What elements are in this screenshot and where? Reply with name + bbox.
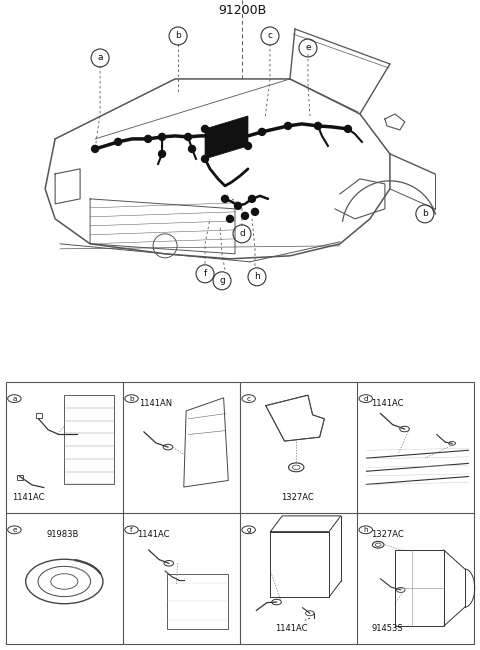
Circle shape — [158, 150, 166, 157]
Text: h: h — [254, 272, 260, 281]
Circle shape — [252, 209, 259, 215]
Circle shape — [144, 135, 152, 142]
Text: b: b — [175, 31, 181, 40]
Text: 1327AC: 1327AC — [371, 530, 404, 539]
Text: c: c — [267, 31, 273, 40]
Text: 1141AC: 1141AC — [12, 493, 44, 502]
Text: 91983B: 91983B — [47, 530, 79, 539]
Text: g: g — [246, 527, 251, 533]
Circle shape — [202, 125, 208, 133]
Bar — [17, 475, 23, 480]
Text: 1327AC: 1327AC — [281, 493, 314, 502]
Text: h: h — [363, 527, 368, 533]
Text: 1141AC: 1141AC — [137, 530, 169, 539]
Circle shape — [285, 122, 291, 129]
Circle shape — [115, 138, 121, 146]
Circle shape — [212, 133, 218, 139]
Circle shape — [158, 133, 166, 140]
Circle shape — [227, 215, 233, 222]
Circle shape — [244, 142, 252, 150]
Bar — [64, 395, 113, 484]
Text: a: a — [12, 396, 17, 402]
Text: 91453S: 91453S — [371, 625, 403, 633]
Circle shape — [235, 202, 241, 209]
Text: e: e — [305, 44, 311, 53]
Text: f: f — [130, 527, 133, 533]
Text: 1141AC: 1141AC — [371, 398, 404, 408]
Text: 1141AN: 1141AN — [139, 398, 172, 408]
Circle shape — [221, 196, 228, 202]
Polygon shape — [205, 116, 248, 159]
Circle shape — [189, 146, 195, 152]
Circle shape — [92, 146, 98, 152]
Text: 1141AC: 1141AC — [275, 625, 308, 633]
Circle shape — [202, 155, 208, 162]
Circle shape — [345, 125, 351, 133]
Circle shape — [225, 133, 231, 140]
Circle shape — [241, 213, 249, 219]
Bar — [36, 413, 42, 418]
Text: d: d — [363, 396, 368, 402]
Circle shape — [184, 133, 192, 140]
Text: a: a — [97, 53, 103, 62]
Text: f: f — [204, 269, 207, 278]
Text: b: b — [129, 396, 134, 402]
Text: b: b — [422, 209, 428, 218]
Circle shape — [259, 129, 265, 135]
Circle shape — [249, 196, 255, 202]
Text: c: c — [247, 396, 251, 402]
Circle shape — [314, 122, 322, 129]
Text: 91200B: 91200B — [218, 4, 266, 17]
Bar — [168, 573, 228, 629]
Text: e: e — [12, 527, 17, 533]
Text: g: g — [219, 276, 225, 285]
Text: d: d — [239, 229, 245, 239]
